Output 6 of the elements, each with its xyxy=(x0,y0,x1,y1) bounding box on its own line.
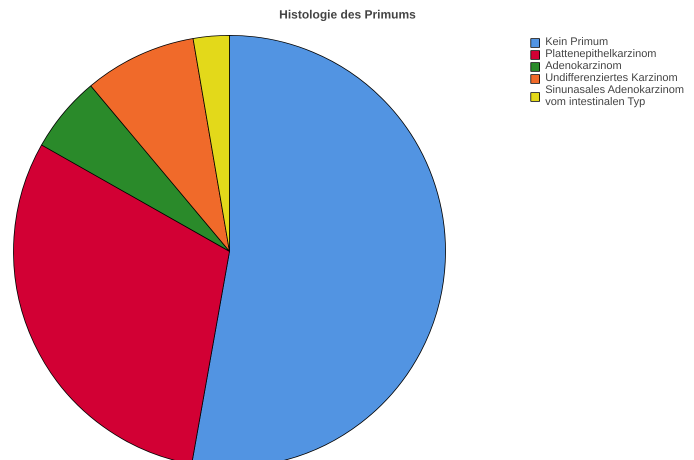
chart-title: Histologie des Primums xyxy=(279,8,416,22)
legend-label: Plattenepithelkarzinom xyxy=(545,48,656,60)
legend-label: Kein Primum xyxy=(545,36,608,48)
legend-label: Undifferenziertes Karzinom xyxy=(545,72,678,84)
legend-label: Sinunasales Adenokarzinom vom intestinalen Typ xyxy=(545,84,684,108)
legend-label: Adenokarzinom xyxy=(545,60,622,72)
